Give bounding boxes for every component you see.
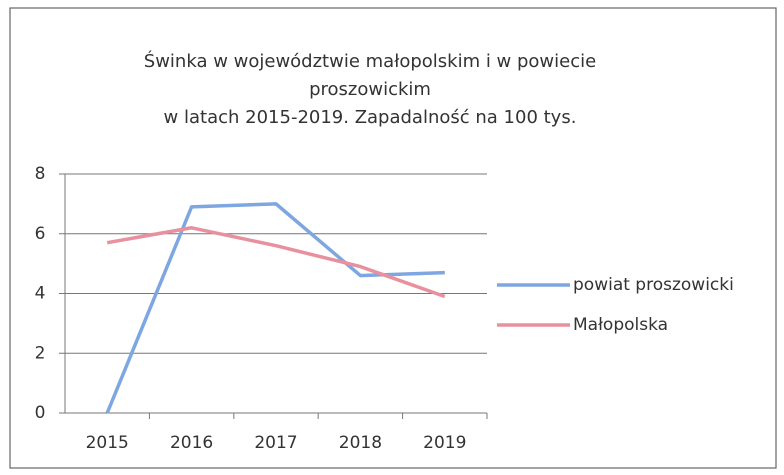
x-tick-label: 2017 [254, 433, 297, 453]
y-tick-label: 4 [35, 284, 46, 304]
x-tick-label: 2015 [86, 433, 129, 453]
y-tick-label: 6 [35, 224, 46, 244]
y-tick-label: 0 [35, 403, 46, 423]
x-tick-label: 2019 [423, 433, 466, 453]
series-line [106, 226, 446, 299]
x-tick-label: 2016 [170, 433, 213, 453]
y-tick-label: 8 [35, 164, 46, 184]
y-tick-label: 2 [35, 343, 46, 363]
chart-title: w latach 2015-2019. Zapadalność na 100 t… [164, 107, 577, 128]
series-line [105, 202, 445, 414]
chart-title: Świnka w województwie małopolskim i w po… [144, 50, 596, 72]
legend-label: powiat proszowicki [573, 275, 734, 295]
chart-frame [9, 7, 777, 469]
legend-label: Małopolska [573, 315, 668, 335]
x-tick-label: 2018 [339, 433, 382, 453]
chart-title: proszowickim [309, 79, 431, 100]
